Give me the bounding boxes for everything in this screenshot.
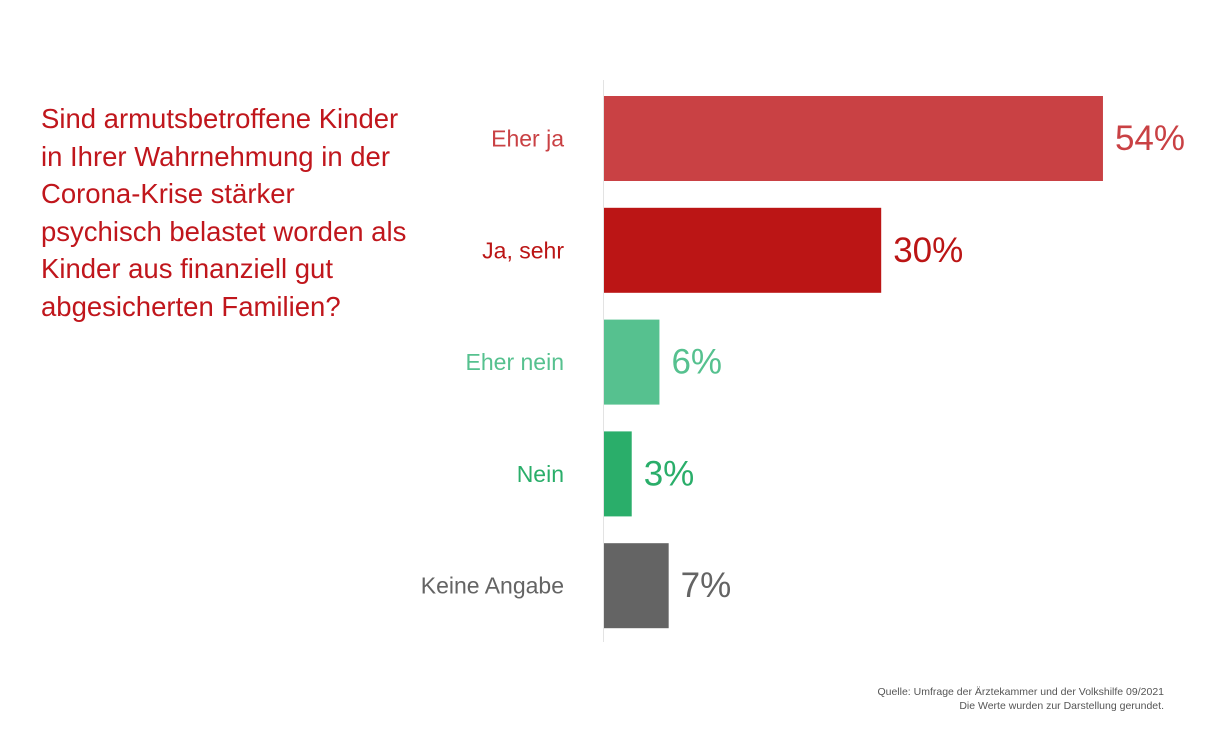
value-label-3: 3%: [644, 454, 695, 493]
source-note: Quelle: Umfrage der Ärztekammer und der …: [877, 685, 1164, 713]
category-label-0: Eher ja: [491, 126, 564, 152]
bars-group: Eher ja 54% Ja, sehr 30% Eher nein 6% Nein 3% Ke…: [421, 96, 1185, 629]
value-label-4: 7%: [681, 566, 732, 605]
category-label-2: Eher nein: [466, 349, 564, 375]
category-label-3: Nein: [517, 461, 564, 487]
value-label-1: 30%: [893, 231, 963, 270]
chart-title: Sind armutsbetroffene Kinder in Ihrer Wa…: [41, 103, 407, 322]
value-label-2: 6%: [671, 343, 722, 382]
value-label-0: 54%: [1115, 119, 1185, 158]
category-label-4: Keine Angabe: [421, 573, 564, 599]
bar-2: [604, 319, 660, 405]
source-text: Quelle: Umfrage der Ärztekammer und der …: [877, 686, 1164, 698]
bar-0: [604, 96, 1103, 181]
category-label-1: Ja, sehr: [482, 237, 564, 263]
bar-1: [604, 207, 882, 293]
bar-3: [604, 431, 632, 517]
bar-4: [604, 543, 669, 629]
rounding-note: Die Werte wurden zur Darstellung gerunde…: [959, 700, 1164, 712]
